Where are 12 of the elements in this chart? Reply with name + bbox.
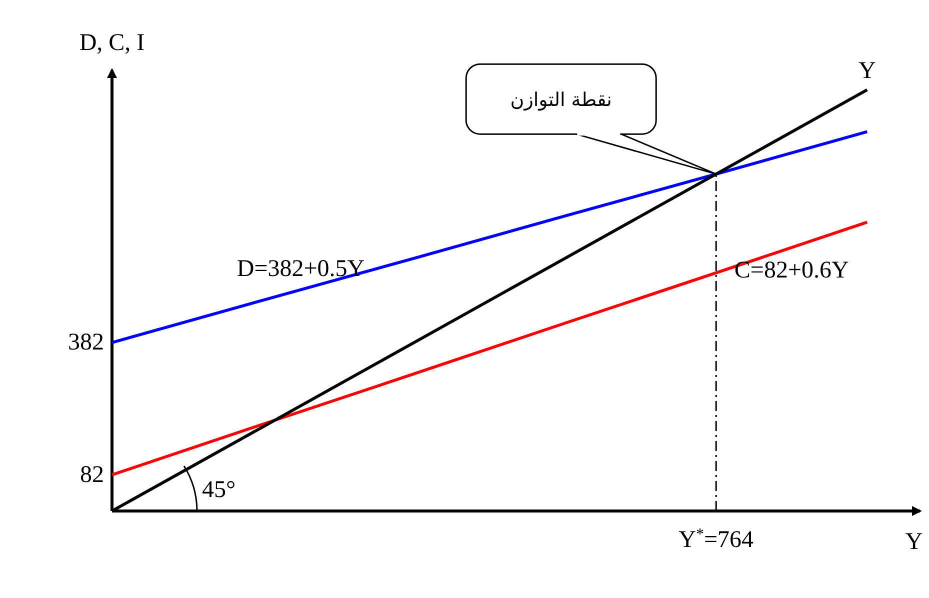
x-tick-label: Y$^{*}$=764 [678,526,754,553]
series-label: C=82+0.6Y [734,257,849,284]
line-series [110,220,869,476]
series-label: Y [858,58,876,84]
annotation: 45° [202,477,236,503]
y-tick-label: 382 [68,330,104,356]
annotation: نقطة التوازن [510,89,612,112]
series-label: D=382+0.5Y [236,256,365,282]
y-axis-title: D, C, I [79,30,145,56]
y-tick-label: 82 [80,462,104,488]
x-axis-title: Y [905,529,923,555]
line-series [110,130,869,344]
